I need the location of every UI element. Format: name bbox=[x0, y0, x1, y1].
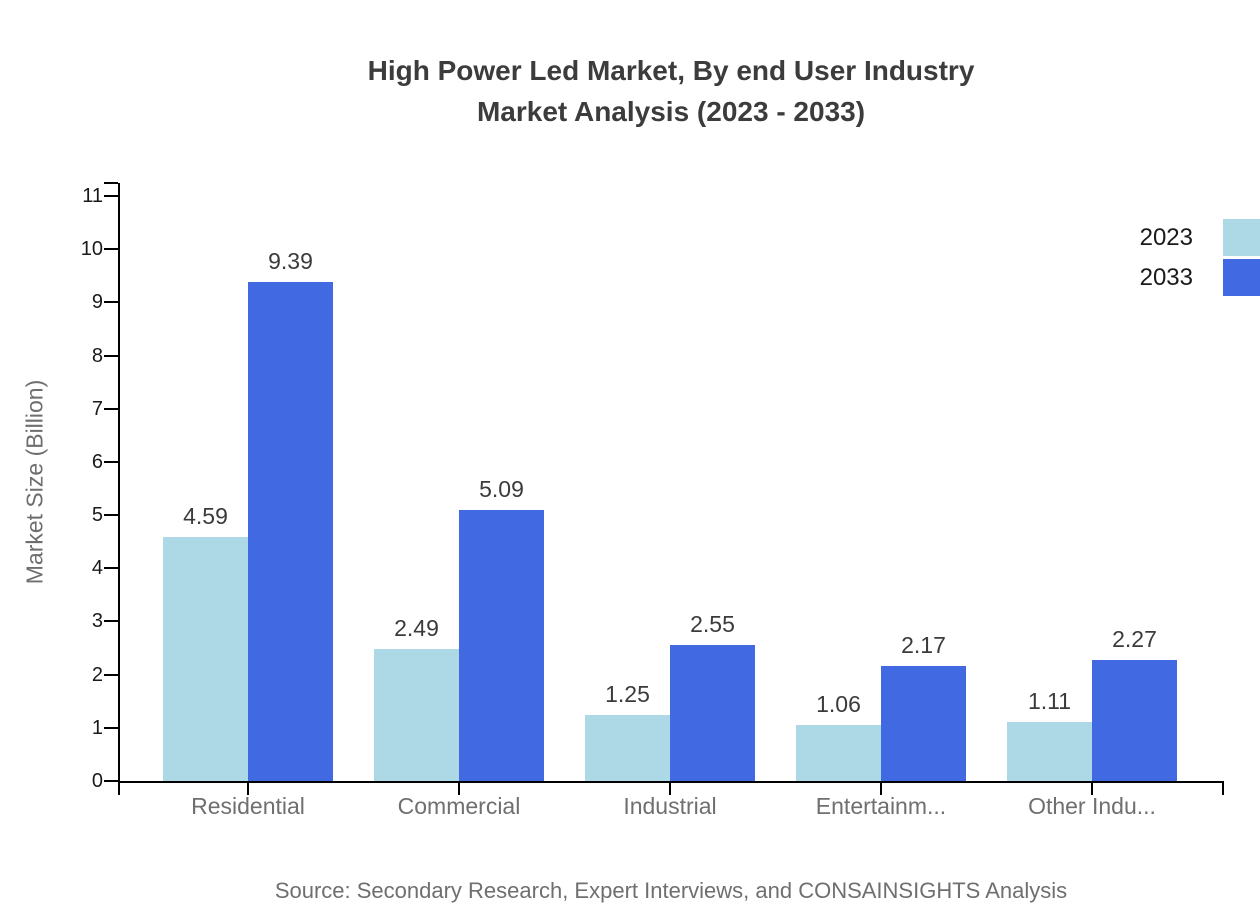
y-tick-10 bbox=[104, 248, 118, 251]
value-label-2023-other-indu: 1.11 bbox=[1027, 688, 1072, 714]
bar-2023-industrial bbox=[585, 715, 670, 781]
bar-2023-residential bbox=[163, 537, 248, 781]
x-axis-origin-tick bbox=[118, 783, 120, 795]
category-label-residential: Residential bbox=[191, 793, 305, 819]
bar-2033-residential bbox=[248, 282, 333, 781]
y-tick-label-7: 7 bbox=[91, 397, 103, 420]
category-label-entertainm: Entertainm... bbox=[815, 793, 947, 819]
chart-title-line2: Market Analysis (2023 - 2033) bbox=[476, 96, 866, 127]
y-tick-1 bbox=[104, 726, 118, 729]
y-axis-end-cap bbox=[104, 182, 118, 184]
value-label-2023-commercial: 2.49 bbox=[394, 615, 439, 641]
y-tick-6 bbox=[104, 460, 118, 463]
bar-2023-entertainm bbox=[796, 725, 881, 781]
chart-title-line1: High Power Led Market, By end User Indus… bbox=[367, 55, 975, 86]
y-tick-11 bbox=[104, 195, 118, 198]
y-tick-7 bbox=[104, 407, 118, 410]
x-tick-industrial bbox=[669, 783, 671, 795]
plot-area: 0 1 2 3 4 5 6 7 8 9 10 11 4.59 9.39 Residential 2.49 5.0… bbox=[81, 182, 1224, 819]
chart-title: High Power Led Market, By end User Indus… bbox=[86, 50, 1256, 132]
y-tick-label-10: 10 bbox=[80, 238, 103, 261]
legend-row-2033: 2033 bbox=[1140, 259, 1260, 296]
bar-2023-commercial bbox=[374, 649, 459, 781]
y-tick-label-11: 11 bbox=[82, 185, 103, 208]
source-note: Source: Secondary Research, Expert Inter… bbox=[274, 878, 1068, 903]
value-label-2033-industrial: 2.55 bbox=[690, 611, 735, 637]
y-tick-label-1: 1 bbox=[91, 716, 103, 739]
x-tick-residential bbox=[247, 783, 249, 795]
value-label-2033-entertainm: 2.17 bbox=[901, 632, 946, 658]
y-tick-9 bbox=[104, 301, 118, 304]
y-tick-label-6: 6 bbox=[91, 450, 103, 473]
y-tick-label-9: 9 bbox=[91, 291, 103, 314]
bar-2033-other-indu bbox=[1092, 660, 1177, 781]
legend-swatch-2033 bbox=[1223, 259, 1260, 296]
x-tick-other-indu bbox=[1091, 783, 1093, 795]
legend-label-2033: 2033 bbox=[1139, 263, 1193, 291]
x-tick-entertainm bbox=[880, 783, 882, 795]
y-tick-5 bbox=[104, 514, 118, 517]
x-axis-line bbox=[118, 781, 1224, 783]
y-tick-3 bbox=[104, 620, 118, 623]
value-label-2023-industrial: 1.25 bbox=[605, 681, 650, 707]
y-tick-4 bbox=[104, 567, 118, 570]
category-label-industrial: Industrial bbox=[623, 793, 717, 819]
value-label-2023-residential: 4.59 bbox=[183, 503, 228, 529]
bar-2033-commercial bbox=[459, 510, 544, 781]
y-tick-label-3: 3 bbox=[91, 610, 103, 633]
y-axis-title: Market Size (Billion) bbox=[21, 379, 48, 585]
legend: 2023 2033 bbox=[1140, 219, 1260, 299]
category-label-other-indu: Other Indu... bbox=[1028, 793, 1156, 819]
legend-row-2023: 2023 bbox=[1140, 219, 1260, 256]
y-axis-line bbox=[118, 183, 120, 783]
y-tick-label-8: 8 bbox=[91, 344, 103, 367]
legend-label-2023: 2023 bbox=[1139, 223, 1193, 251]
value-label-2033-commercial: 5.09 bbox=[479, 476, 524, 502]
bar-2033-industrial bbox=[670, 645, 755, 781]
y-tick-label-2: 2 bbox=[91, 663, 103, 686]
value-label-2033-other-indu: 2.27 bbox=[1112, 626, 1157, 652]
value-label-2033-residential: 9.39 bbox=[268, 248, 313, 274]
y-tick-8 bbox=[104, 354, 118, 357]
bar-2033-entertainm bbox=[881, 666, 966, 781]
y-tick-2 bbox=[104, 673, 118, 676]
y-tick-0 bbox=[104, 780, 118, 782]
x-axis-end-cap bbox=[1222, 783, 1224, 795]
y-tick-label-4: 4 bbox=[91, 557, 103, 580]
value-label-2023-entertainm: 1.06 bbox=[816, 691, 861, 717]
legend-swatch-2023 bbox=[1223, 219, 1260, 256]
y-tick-label-5: 5 bbox=[91, 504, 103, 527]
bar-2023-other-indu bbox=[1007, 722, 1092, 781]
y-tick-label-0: 0 bbox=[91, 770, 103, 792]
x-tick-commercial bbox=[458, 783, 460, 795]
category-label-commercial: Commercial bbox=[397, 793, 521, 819]
